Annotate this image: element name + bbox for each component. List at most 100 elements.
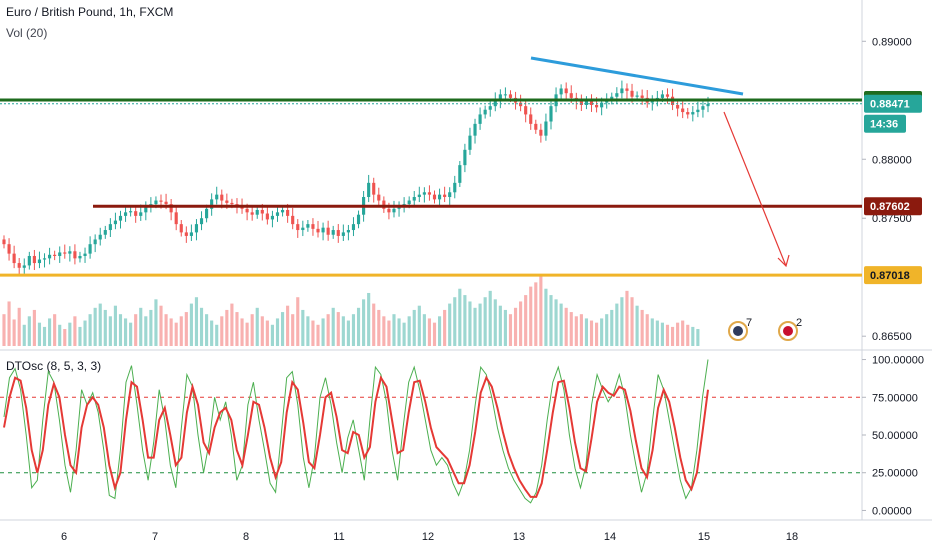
candle-body [230, 202, 234, 205]
event-icon-inner [733, 326, 743, 336]
volume-bar [22, 324, 26, 346]
candle-body [164, 201, 168, 205]
volume-bar [448, 303, 452, 346]
price-badge-label: 0.87018 [870, 270, 910, 282]
volume-bar [93, 307, 97, 346]
candle-body [103, 230, 107, 235]
volume-bar [194, 297, 199, 346]
candle-body [615, 93, 619, 97]
candle-body [275, 212, 280, 216]
volume-bar [108, 316, 112, 346]
volume-bar [432, 322, 437, 346]
volume-bar [402, 322, 406, 346]
volume-bar [215, 324, 219, 346]
volume-bar [78, 326, 82, 346]
candle-body [139, 212, 143, 216]
candle-body [42, 258, 47, 260]
volume-bar [42, 326, 47, 346]
price-tick-label: 0.87500 [872, 213, 912, 225]
candle-body [524, 106, 528, 115]
volume-bar [291, 314, 295, 346]
volume-bar [458, 288, 462, 346]
volume-bar [422, 314, 426, 346]
volume-bar [468, 301, 472, 346]
volume-bar [255, 307, 259, 346]
arrow-head [777, 254, 790, 268]
candle-body [620, 88, 624, 94]
time-tick-label: 7 [152, 531, 158, 543]
volume-bar [478, 303, 482, 346]
candle-body [73, 251, 77, 259]
candle-body [377, 194, 381, 201]
candle-body [250, 212, 254, 215]
volume-bar [123, 318, 128, 346]
volume-bar [144, 316, 148, 346]
candle-body [169, 204, 173, 213]
volume-bar [615, 303, 619, 346]
volume-bar [129, 322, 133, 346]
volume-bar [235, 312, 239, 346]
candle-body [488, 106, 492, 110]
price-badge [864, 94, 922, 113]
volume-bar [367, 292, 371, 346]
candle-body [681, 108, 685, 113]
volume-bar [524, 295, 528, 346]
volume-bar [493, 299, 497, 346]
candle-body [534, 123, 538, 130]
volume-bar [549, 295, 553, 346]
candle-body [331, 230, 335, 235]
price-badge [864, 266, 922, 285]
candle-body [564, 88, 568, 94]
osc-tick-label: 50.00000 [872, 430, 918, 442]
candle-body [88, 244, 92, 254]
volume-bar [27, 316, 31, 346]
candle-body [478, 114, 482, 124]
candle-body [184, 232, 188, 236]
candle-body [144, 206, 148, 213]
volume-bar [473, 307, 477, 346]
volume-bar [498, 305, 502, 346]
volume-bar [296, 297, 300, 346]
volume-bar [88, 314, 92, 346]
candle-body [37, 259, 42, 264]
volume-bar [199, 307, 204, 346]
candle-body [559, 88, 563, 95]
volume-bar [387, 320, 391, 346]
candle-body [691, 112, 695, 115]
candle-body [270, 215, 275, 220]
candle-body [341, 232, 345, 236]
volume-bar [184, 312, 188, 346]
volume-bar [655, 320, 659, 346]
time-tick-label: 18 [786, 531, 798, 543]
volume-bar [37, 322, 42, 346]
candle-body [225, 200, 229, 203]
candle-body [199, 218, 204, 225]
volume-bar [245, 322, 249, 346]
candle-body [503, 94, 507, 96]
osc-tick-label: 25.00000 [872, 468, 918, 480]
candle-body [108, 224, 112, 231]
candle-body [600, 102, 604, 108]
volume-bar [316, 324, 320, 346]
candle-body [189, 232, 193, 236]
candle-body [12, 253, 16, 264]
volume-bar [635, 305, 639, 346]
candle-body [660, 94, 664, 98]
resistance-trendline [530, 56, 744, 96]
volume-bar [397, 318, 401, 346]
candle-body [194, 224, 199, 233]
price-tick-label: 0.88000 [872, 154, 912, 166]
volume-bar [503, 309, 507, 346]
candle-body [468, 135, 472, 150]
time-tick-label: 12 [422, 531, 434, 543]
candle-body [22, 265, 26, 268]
volume-bar [372, 303, 376, 346]
time-tick-label: 13 [513, 531, 525, 543]
candle-body [265, 213, 269, 220]
candle-body [245, 208, 249, 213]
volume-bar [12, 319, 16, 346]
candle-body [610, 96, 614, 101]
volume-bar [260, 316, 264, 346]
candle-body [210, 199, 214, 209]
